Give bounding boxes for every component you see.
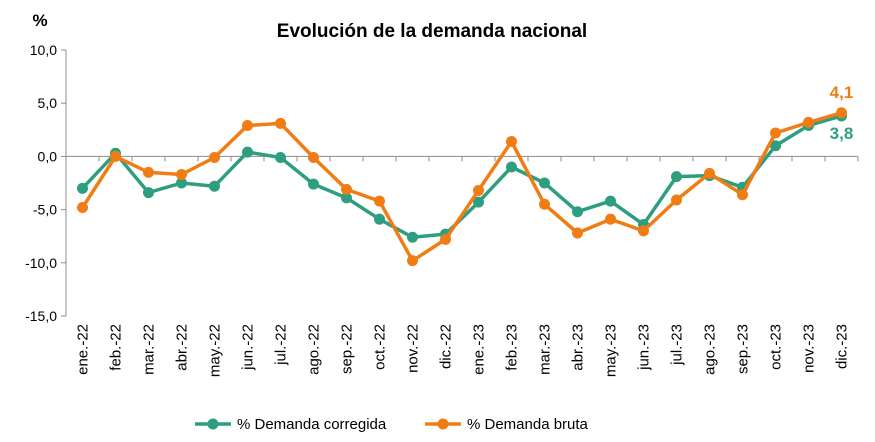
series-layer	[77, 107, 847, 267]
data-point	[473, 196, 484, 208]
data-point	[374, 195, 385, 207]
data-point	[572, 227, 583, 239]
x-tick-label: dic.-23	[834, 324, 851, 369]
data-point	[143, 166, 154, 178]
x-tick-label: jun.-23	[636, 324, 653, 371]
x-tick-label: mar.-22	[141, 324, 158, 375]
data-point	[341, 192, 352, 204]
x-tick-label: ago.-22	[306, 324, 323, 375]
series-demanda-bruta	[77, 107, 847, 267]
data-point	[473, 184, 484, 196]
y-tick-label: 0,0	[38, 148, 58, 164]
y-tick-label: -10,0	[25, 255, 57, 271]
data-point	[407, 255, 418, 267]
end-value-label-bruta: 4,1	[830, 83, 854, 102]
data-point	[275, 117, 286, 129]
x-tick-label: sep.-22	[339, 324, 356, 374]
data-point	[539, 198, 550, 210]
data-point	[77, 201, 88, 213]
data-point	[407, 231, 418, 243]
data-point	[275, 151, 286, 163]
y-tick-label: 10,0	[30, 42, 57, 58]
legend-label: % Demanda corregida	[237, 416, 387, 433]
x-tick-label: jun.-22	[240, 324, 257, 371]
data-point	[506, 161, 517, 173]
x-tick-label: abr.-23	[570, 324, 587, 371]
data-point	[77, 182, 88, 194]
x-tick-label: ene.-22	[75, 324, 92, 375]
legend-marker	[437, 418, 449, 430]
x-tick-label: feb.-23	[504, 324, 521, 371]
data-point	[803, 116, 814, 128]
legend-label: % Demanda bruta	[467, 416, 589, 433]
data-point	[671, 171, 682, 183]
data-point	[770, 127, 781, 139]
series-line	[80, 114, 844, 240]
axes: 10,0 5,0 0,0 -5,0 -10,0 -15,0 ene.-22 feb.-22 ma…	[25, 42, 859, 377]
data-point	[836, 107, 847, 119]
x-tick-label: abr.-22	[174, 324, 191, 371]
data-point	[506, 136, 517, 148]
x-tick-label: ene.-23	[471, 324, 488, 375]
data-point	[605, 213, 616, 225]
legend-item: % Demanda bruta	[425, 416, 589, 433]
x-tick-label: sep.-23	[735, 324, 752, 374]
data-point	[209, 180, 220, 192]
data-point	[341, 183, 352, 195]
data-point	[176, 168, 187, 180]
legend-marker	[207, 418, 219, 430]
x-tick-label: nov.-23	[801, 324, 818, 373]
data-point	[638, 225, 649, 237]
x-tick-label: nov.-22	[405, 324, 422, 373]
end-value-label-corregida: 3,8	[830, 124, 854, 143]
series-line	[80, 111, 844, 263]
legend: % Demanda corregida % Demanda bruta	[195, 416, 589, 433]
x-tick-label: may.-22	[207, 324, 224, 377]
x-tick-label: jul.-23	[669, 324, 686, 366]
data-point	[308, 151, 319, 163]
x-tick-label: ago.-23	[702, 324, 719, 375]
data-point	[308, 178, 319, 190]
series-demanda-corregida	[77, 110, 847, 243]
data-point	[572, 206, 583, 218]
y-tick-label: -5,0	[33, 202, 57, 218]
y-tick-label: -15,0	[25, 308, 57, 324]
legend-item: % Demanda corregida	[195, 416, 387, 433]
data-point	[209, 151, 220, 163]
x-tick-label: dic.-22	[438, 324, 455, 369]
data-point	[176, 177, 187, 189]
x-tick-label: jul.-22	[273, 324, 290, 366]
data-point	[242, 120, 253, 132]
x-tick-label: feb.-22	[108, 324, 125, 371]
chart-title: Evolución de la demanda nacional	[277, 21, 587, 42]
x-tick-label: may.-23	[603, 324, 620, 377]
data-point	[440, 233, 451, 245]
data-point	[671, 194, 682, 206]
data-point	[110, 150, 121, 162]
data-point	[704, 167, 715, 179]
y-tick-label: 5,0	[38, 95, 58, 111]
data-point	[770, 140, 781, 152]
end-labels: 4,1 3,8	[830, 83, 854, 143]
data-point	[143, 187, 154, 199]
x-tick-label: oct.-22	[372, 324, 389, 370]
data-point	[539, 177, 550, 189]
data-point	[737, 189, 748, 201]
data-point	[605, 195, 616, 207]
data-point	[242, 146, 253, 158]
y-axis-unit-label: %	[32, 11, 47, 30]
x-tick-label: oct.-23	[768, 324, 785, 370]
x-tick-label: mar.-23	[537, 324, 554, 375]
data-point	[374, 213, 385, 225]
